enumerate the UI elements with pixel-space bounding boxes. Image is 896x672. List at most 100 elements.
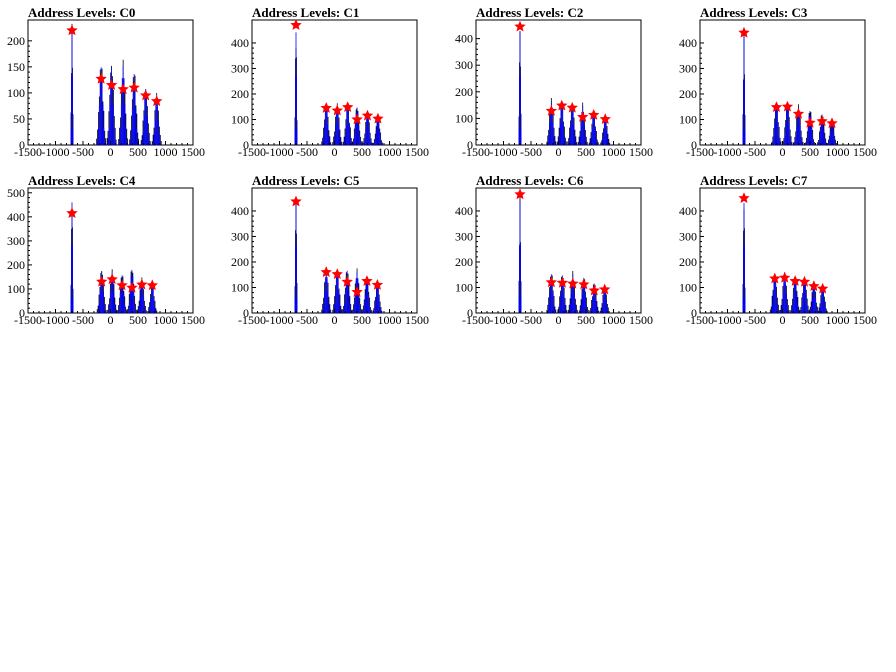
peak-marker — [95, 72, 107, 84]
peak-histogram — [362, 278, 372, 313]
y-tick-label: 0 — [691, 138, 697, 152]
x-tick-label: -500 — [520, 313, 542, 327]
peak-marker — [331, 268, 343, 280]
peak-histogram — [372, 284, 383, 313]
peak-histogram — [147, 285, 158, 313]
peak-marker — [290, 19, 302, 30]
peak-marker — [816, 282, 829, 294]
peak-marker — [351, 286, 363, 297]
x-tick-label: -1000 — [266, 145, 294, 159]
x-tick-label: 1000 — [602, 313, 626, 327]
x-tick-label: 1500 — [853, 313, 877, 327]
x-tick-label: -1500 — [14, 145, 42, 159]
peak-histogram — [771, 103, 782, 145]
y-tick-label: 100 — [455, 111, 473, 125]
peak-histogram — [70, 202, 74, 313]
peak-marker — [290, 195, 302, 207]
y-tick-label: 200 — [679, 255, 697, 269]
peak-marker — [342, 101, 354, 113]
peak-marker — [331, 104, 343, 116]
plot-frame — [251, 19, 418, 146]
peak-marker — [789, 275, 801, 286]
chart-panel-c6: Address Levels: C6 0 100 200 300 400 -1500 -100… — [455, 173, 653, 327]
peak-histogram — [518, 30, 522, 145]
y-tick-label: 100 — [7, 282, 25, 296]
peak-marker — [769, 272, 781, 284]
chart-title: Address Levels: C4 — [28, 173, 136, 188]
x-tick-label: -1000 — [266, 313, 294, 327]
x-tick-label: 500 — [801, 145, 819, 159]
x-tick-label: 0 — [108, 313, 114, 327]
y-tick-label: 300 — [231, 229, 249, 243]
peak-marker — [599, 283, 611, 295]
plot-frame — [475, 19, 642, 146]
peak-marker — [816, 115, 828, 127]
y-tick-label: 100 — [231, 112, 249, 126]
x-tick-label: -500 — [744, 313, 766, 327]
peak-histogram — [151, 92, 162, 145]
x-tick-label: -500 — [296, 313, 318, 327]
y-tick-label: 0 — [243, 138, 249, 152]
peak-marker — [738, 26, 750, 38]
x-tick-label: 500 — [801, 313, 819, 327]
y-tick-label: 400 — [679, 204, 697, 218]
x-tick-label: 1000 — [826, 313, 850, 327]
x-tick-label: 1000 — [826, 145, 850, 159]
x-tick-label: 1500 — [181, 145, 205, 159]
x-tick-label: 1000 — [154, 313, 178, 327]
y-tick-label: 100 — [679, 112, 697, 126]
chart-panel-c0: Address Levels: C0 0 50 100 150 200 -1500 -1000… — [7, 5, 205, 159]
plot-frame — [699, 19, 866, 146]
y-tick-label: 0 — [467, 138, 473, 152]
peak-histogram — [96, 67, 107, 145]
x-tick-label: -500 — [744, 145, 766, 159]
peak-marker — [781, 100, 794, 112]
peak-marker — [320, 102, 332, 113]
y-tick-label: 400 — [231, 36, 249, 50]
peak-marker — [361, 109, 374, 121]
y-tick-label: 500 — [7, 186, 25, 200]
y-tick-label: 50 — [13, 112, 25, 126]
chart-panel-c2: Address Levels: C2 0 100 200 300 400 -1500 -100… — [455, 5, 653, 159]
peak-histogram — [742, 202, 746, 313]
x-tick-label: -1000 — [490, 313, 518, 327]
y-tick-label: 0 — [691, 306, 697, 320]
x-tick-label: -1500 — [462, 313, 490, 327]
y-tick-label: 300 — [455, 58, 473, 72]
peak-marker — [545, 276, 558, 288]
peak-marker — [804, 116, 816, 128]
x-tick-label: 500 — [353, 145, 371, 159]
peak-marker — [577, 111, 589, 122]
y-tick-label: 400 — [455, 32, 473, 46]
x-tick-label: 1000 — [602, 145, 626, 159]
x-tick-label: 1500 — [181, 313, 205, 327]
peak-marker — [556, 99, 568, 111]
x-tick-label: -1500 — [14, 313, 42, 327]
peak-histogram — [321, 104, 332, 145]
x-tick-label: -1000 — [42, 145, 70, 159]
x-tick-label: 1500 — [629, 145, 653, 159]
x-tick-label: 1500 — [629, 313, 653, 327]
x-tick-label: -1000 — [490, 145, 518, 159]
peak-marker — [361, 275, 373, 286]
y-tick-label: 200 — [7, 34, 25, 48]
chart-panel-c7: Address Levels: C7 0 100 200 300 400 -1500 -100… — [679, 173, 877, 327]
peak-marker — [128, 81, 140, 93]
y-tick-label: 300 — [7, 234, 25, 248]
y-tick-label: 150 — [7, 60, 25, 74]
peak-marker — [341, 275, 353, 287]
x-tick-label: -1500 — [686, 313, 714, 327]
peak-marker — [599, 113, 611, 125]
y-tick-label: 300 — [679, 61, 697, 75]
peak-histogram — [790, 276, 801, 313]
peak-marker — [320, 266, 332, 278]
y-tick-label: 200 — [679, 87, 697, 101]
y-tick-label: 400 — [455, 204, 473, 218]
peak-histogram — [808, 281, 819, 313]
peak-marker — [351, 113, 363, 125]
peak-marker — [372, 112, 384, 124]
x-tick-label: 500 — [129, 145, 147, 159]
plot-frame — [251, 187, 418, 314]
x-tick-label: 0 — [556, 145, 562, 159]
